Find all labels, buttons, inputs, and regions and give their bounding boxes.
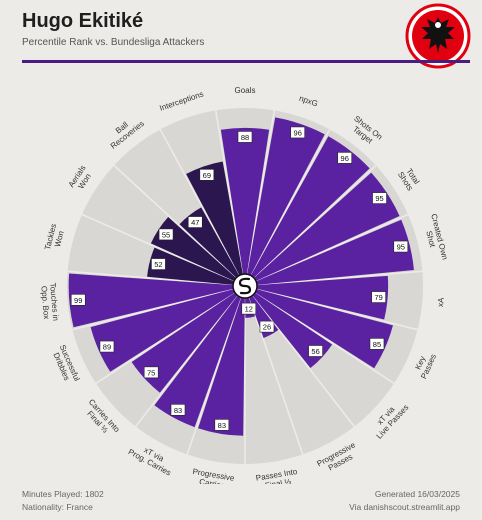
- bar-progressive-carries: [198, 297, 245, 436]
- svg-text:26: 26: [263, 323, 271, 332]
- bar-total-shots: [253, 172, 400, 282]
- svg-text:56: 56: [311, 347, 319, 356]
- grid-spoke: [67, 270, 246, 287]
- svg-text:89: 89: [103, 343, 111, 352]
- category-label: SuccessfulDribbles: [49, 343, 81, 386]
- header-divider: [22, 60, 470, 63]
- value-label: 69: [199, 169, 215, 181]
- nationality: Nationality: France: [22, 502, 93, 512]
- club-logo-icon: [405, 3, 471, 69]
- category-label: Goals: [235, 86, 256, 95]
- svg-text:96: 96: [341, 154, 349, 163]
- category-label: Created OwnShot: [420, 213, 449, 263]
- svg-text:12: 12: [245, 305, 253, 314]
- value-label: 52: [151, 258, 166, 270]
- value-label: 83: [170, 404, 186, 416]
- svg-text:83: 83: [174, 406, 182, 415]
- grid-spoke: [244, 285, 395, 385]
- bar-xa: [256, 275, 389, 320]
- value-label: 96: [337, 152, 353, 164]
- bar-tackles-won: [147, 247, 234, 285]
- bar-successful-dribbles: [90, 289, 235, 372]
- value-label: 56: [308, 345, 323, 357]
- minutes-played: Minutes Played: 1802: [22, 489, 104, 499]
- center-logo-icon: [232, 273, 258, 299]
- grid-spoke: [244, 285, 355, 427]
- player-name: Hugo Ekitiké: [22, 10, 144, 32]
- grid-spoke: [244, 129, 331, 287]
- svg-text:47: 47: [191, 218, 199, 227]
- value-label: 88: [237, 131, 253, 143]
- value-label: 75: [143, 366, 159, 379]
- bar-interceptions: [186, 161, 243, 276]
- category-label: Shots OnTarget: [347, 114, 384, 149]
- bar-npxg: [247, 117, 325, 276]
- value-label: 26: [259, 320, 275, 333]
- radar-value-labels: 88 96 96 95 95 79 85 56 26 12 83 83 75 89 99 52 55 47 69: [70, 126, 409, 431]
- category-label: AerialsWon: [67, 164, 95, 194]
- svg-text:95: 95: [375, 194, 383, 203]
- grid-spoke: [244, 270, 423, 287]
- bar-xt-via-prog-carries: [154, 295, 241, 428]
- bar-touches-in-opp-box: [68, 273, 234, 328]
- category-label: ProgressiveCarries: [190, 467, 235, 484]
- category-label: TotalShots: [396, 165, 422, 192]
- footer-player-info: Minutes Played: 1802 Nationality: France: [22, 488, 104, 514]
- footer-source-info: Generated 16/03/2025 Via danishscout.str…: [349, 488, 460, 514]
- svg-text:85: 85: [373, 340, 381, 349]
- category-label: npxG: [298, 94, 319, 109]
- svg-text:83: 83: [218, 421, 226, 430]
- grid-spoke: [244, 213, 409, 287]
- chart-subtitle: Percentile Rank vs. Bundesliga Attackers: [22, 37, 205, 48]
- value-label: 47: [187, 216, 203, 228]
- bar-created-own-shot: [256, 219, 414, 285]
- source-link: Via danishscout.streamlit.app: [349, 502, 460, 512]
- grid-spoke: [81, 213, 246, 287]
- bar-shots-on-target: [250, 136, 370, 278]
- category-label: Interceptions: [158, 89, 204, 112]
- value-label: 79: [371, 291, 386, 303]
- grid-spoke: [244, 164, 377, 287]
- svg-text:88: 88: [241, 133, 249, 142]
- svg-text:95: 95: [397, 243, 405, 252]
- svg-text:96: 96: [294, 128, 302, 137]
- svg-text:69: 69: [203, 171, 211, 180]
- grid-spoke: [113, 164, 246, 287]
- category-label: Touches inOpp. Box: [39, 282, 60, 322]
- bar-goals: [220, 127, 270, 275]
- category-label: TacklesWon: [43, 223, 67, 253]
- category-label: KeyPasses: [411, 349, 438, 380]
- grid-spoke: [186, 285, 246, 455]
- value-label: 89: [99, 340, 115, 353]
- value-label: 83: [214, 419, 230, 431]
- grid-spoke: [72, 285, 246, 331]
- value-label: 96: [290, 126, 306, 139]
- grid-spoke: [244, 110, 276, 287]
- bar-key-passes: [255, 289, 393, 369]
- value-label: 55: [158, 228, 174, 241]
- value-label: 95: [393, 240, 409, 253]
- value-label: 85: [369, 338, 385, 350]
- svg-text:55: 55: [162, 230, 170, 239]
- svg-text:79: 79: [375, 293, 383, 302]
- category-label: xA: [436, 297, 446, 308]
- value-label: 99: [70, 294, 86, 306]
- grid-spoke: [95, 285, 246, 385]
- value-label: 12: [241, 302, 257, 315]
- generated-date: Generated 16/03/2025: [374, 489, 460, 499]
- value-label: 95: [372, 192, 387, 204]
- svg-text:52: 52: [154, 260, 162, 269]
- svg-text:99: 99: [74, 296, 82, 305]
- grid-spoke: [135, 285, 246, 427]
- category-label: Passes IntoFinal ⅓: [255, 467, 300, 484]
- svg-text:75: 75: [147, 368, 155, 377]
- percentile-radar-chart: 88 96 96 95 95 79 85 56 26 12 83 83 75 89 99 52 55 47 69 G…: [39, 86, 449, 484]
- grid-spoke: [159, 129, 246, 287]
- grid-spoke: [244, 285, 418, 331]
- grid-spoke: [214, 110, 246, 287]
